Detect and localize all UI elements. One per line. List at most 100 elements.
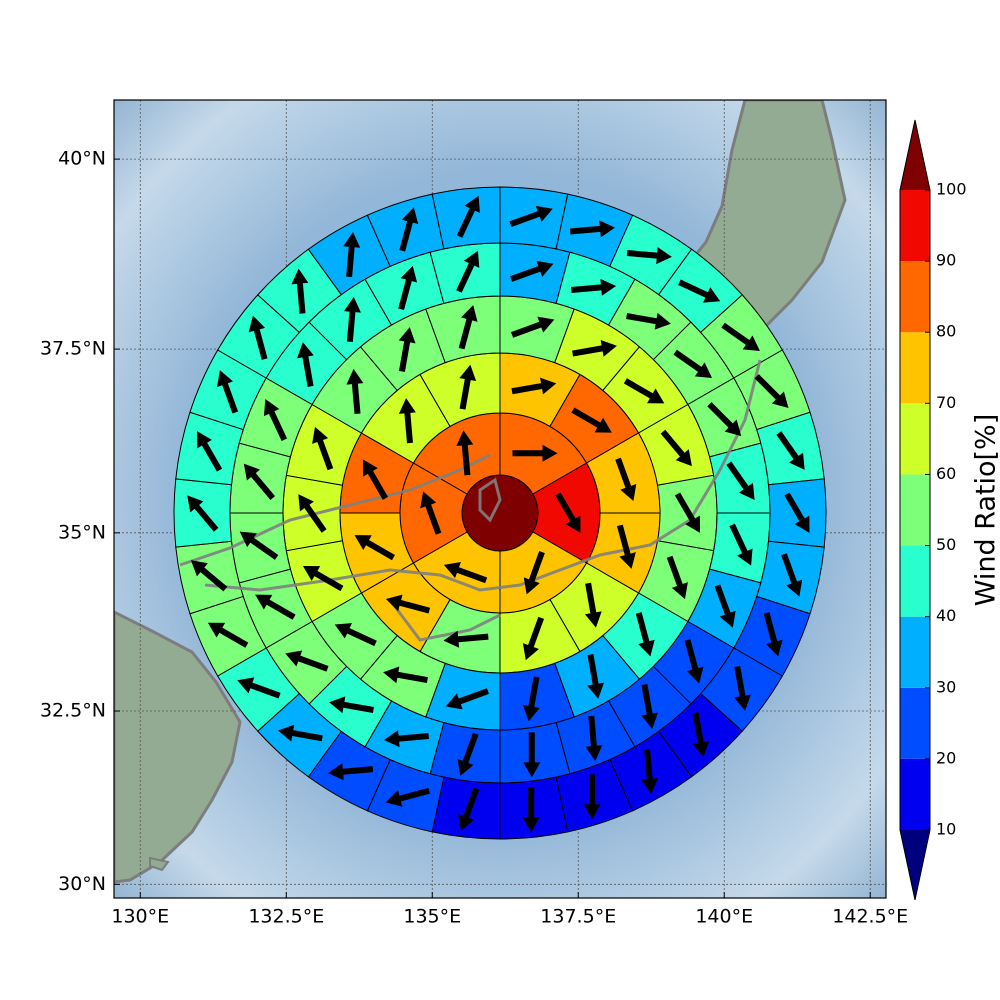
wind-arrow	[285, 650, 329, 672]
coastline	[179, 359, 762, 642]
wind-arrow	[523, 732, 541, 778]
wind-arrow	[197, 431, 223, 472]
wind-arrow	[456, 195, 480, 238]
wind-arrow	[584, 582, 602, 628]
wind-arrow	[458, 305, 478, 350]
coastline	[204, 359, 762, 592]
y-tick-label: 37.5°N	[40, 338, 106, 360]
arrows	[187, 195, 810, 833]
wind-arrow	[383, 666, 428, 684]
color-swatch	[900, 758, 930, 830]
wind-arrow	[190, 560, 228, 592]
wind-arrow	[243, 463, 276, 500]
x-tick-label: 140°E	[695, 906, 753, 928]
wind-arrow	[362, 459, 389, 500]
colorbar-tick-label: 80	[936, 322, 956, 341]
wind-arrow	[641, 748, 659, 794]
colorbar-tick-label: 40	[936, 606, 956, 625]
coastline	[179, 453, 491, 567]
color-swatch	[900, 687, 930, 759]
wind-arrow	[237, 677, 281, 699]
wind-arrow	[511, 377, 557, 395]
wind-arrow	[660, 429, 692, 467]
wind-arrow	[456, 430, 474, 476]
wind-arrow	[385, 594, 431, 614]
wind-arrow	[445, 688, 489, 710]
wind-arrow	[334, 623, 377, 647]
y-tick-label: 32.5°N	[40, 700, 106, 722]
wind-arrow	[297, 342, 314, 387]
colorbar-label: Wind Ratio[%]	[971, 414, 1000, 606]
colorbar-tick-label: 30	[936, 677, 956, 696]
colorbar-tick-label: 50	[936, 535, 956, 554]
color-swatch	[900, 332, 930, 404]
wind-arrow	[456, 250, 480, 293]
wind-arrow	[571, 278, 617, 296]
wind-arrow	[615, 457, 637, 501]
wind-arrow	[398, 327, 416, 372]
wind-arrow	[343, 232, 361, 278]
x-tick-label: 142.5°E	[832, 906, 908, 928]
wind-arrow	[583, 774, 601, 820]
wind-arrow	[443, 630, 489, 648]
wind-arrow	[383, 730, 429, 748]
wind-arrow	[726, 461, 755, 501]
wind-arrow	[263, 398, 288, 442]
colorbar-tick-label: 100	[936, 180, 967, 199]
axes-frame	[113, 99, 887, 899]
wind-arrow	[585, 715, 603, 761]
wind-arrow	[569, 220, 615, 238]
wind-arrow	[781, 553, 803, 597]
wind-arrow	[522, 676, 540, 722]
wind-arrow	[673, 349, 713, 378]
wind-arrow	[714, 584, 736, 628]
wind-arrow	[312, 426, 334, 471]
wind-arrow	[277, 724, 323, 742]
wind-arrow	[343, 296, 361, 342]
wind-arrow	[512, 444, 558, 462]
x-tick-label: 130°E	[111, 906, 169, 928]
colorbar-tick-label: 10	[936, 820, 956, 839]
wind-arrow	[511, 316, 555, 338]
colorbar-tick-label: 90	[936, 251, 956, 270]
wind-arrow	[187, 495, 219, 532]
colorbar-tick-label: 60	[936, 464, 956, 483]
colorbar-under	[900, 830, 930, 900]
wind-arrow	[623, 378, 665, 404]
wind-arrow	[385, 787, 430, 807]
wind-arrow	[522, 787, 540, 833]
wind-arrow	[635, 612, 655, 657]
wind-arrow	[354, 535, 395, 561]
wind-arrow	[763, 612, 783, 657]
y-tick-label: 35°N	[58, 521, 106, 543]
wind-arrow	[721, 322, 760, 352]
color-swatch	[900, 261, 930, 333]
wind-arrow	[398, 398, 416, 444]
wind-arrow	[291, 268, 309, 314]
wind-arrow	[684, 639, 704, 684]
colorbar-over	[900, 120, 930, 190]
color-swatch	[900, 616, 930, 688]
wind-arrow	[459, 364, 477, 410]
wind-arrow	[207, 622, 249, 648]
wind-arrow	[734, 665, 751, 711]
wind-arrow	[298, 494, 327, 533]
x-tick-label: 137.5°E	[540, 906, 616, 928]
wind-arrow	[522, 616, 544, 661]
wind-arrow	[443, 562, 488, 584]
coastline	[478, 477, 502, 523]
y-tick-label: 40°N	[58, 148, 106, 170]
wind-arrow	[457, 732, 479, 777]
y-tick-label: 30°N	[58, 873, 106, 895]
color-swatch	[900, 190, 930, 262]
color-swatch	[900, 545, 930, 617]
sectors	[173, 186, 827, 840]
colorbar: 10 20 30 40 50 60 70 80 90 100	[899, 119, 967, 901]
colorbar-tick-label: 70	[936, 393, 956, 412]
land	[149, 856, 170, 872]
wind-arrow	[571, 407, 612, 433]
wind-arrow	[707, 402, 742, 437]
wind-arrow	[420, 491, 442, 535]
